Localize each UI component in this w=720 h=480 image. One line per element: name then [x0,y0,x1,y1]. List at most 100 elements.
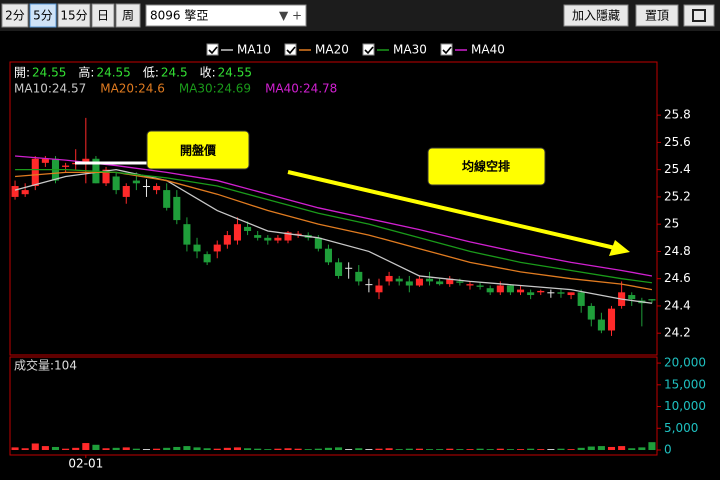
volume-bar [547,449,555,451]
toolbar-button-label[interactable]: 置頂 [645,9,669,23]
y-tick-label: 25.6 [664,135,691,149]
volume-bar [92,444,100,451]
candle-body [41,158,49,163]
volume-bar [294,448,302,451]
candle-body [62,165,70,167]
period-button[interactable] [115,3,141,28]
legend-check [442,46,452,55]
x-tick-label: 02-01 [68,457,103,471]
legend-checkbox[interactable] [284,43,297,56]
info-label: 開: [14,66,30,80]
volume-bar [375,448,383,451]
candle-body [132,180,140,184]
candle-body [213,244,221,252]
candle-body [375,285,383,293]
legend-checkbox[interactable] [206,43,219,56]
info-label: 高: [78,65,94,80]
candle-body [628,295,636,300]
candle-body [254,235,262,238]
candle-body [405,281,413,286]
volume-bar [496,448,504,451]
volume-bar [314,448,322,451]
volume-bar [638,447,646,451]
y-tick-label: 10,000 [664,399,706,413]
trend-arrow [287,170,616,250]
ma-info: MA30:24.69 [179,82,251,96]
volume-bar [557,448,565,451]
period-label[interactable]: 周 [122,9,134,23]
symbol[interactable]: 8096 擎亞 [150,8,208,23]
volume-bar [415,448,423,451]
ma-line [15,155,653,277]
volume-bar [648,442,656,451]
candle-body [607,308,616,331]
candle-body [345,267,353,269]
period-label[interactable]: 2分 [5,9,25,23]
legend-checkbox[interactable] [362,43,375,56]
legend-checkbox[interactable] [440,43,453,56]
candle-body [648,299,656,301]
volume-bar [11,447,19,451]
candle-body [547,292,555,294]
period-button[interactable] [57,3,91,28]
candle-body [193,244,201,252]
candle-body [274,237,282,241]
period-button[interactable] [1,3,29,28]
window-icon [692,9,706,22]
candle-body [486,288,494,293]
period-label[interactable]: 日 [97,9,109,23]
volume-bar [31,443,39,451]
period-label[interactable]: 15分 [60,9,87,23]
y-tick-label: 25.4 [664,162,691,176]
volume-bar [537,449,545,451]
candle-body [476,285,484,287]
candle-body [102,169,110,184]
candle-body [436,281,444,285]
candle-body [597,319,605,331]
y-tick-label: 15,000 [664,377,706,391]
candle-body [496,285,504,293]
candle-body [173,196,181,221]
candle-body [446,278,454,285]
candle-body [153,186,161,191]
volume-bar [183,446,191,451]
period-label[interactable]: 5分 [33,9,53,23]
volume-bar [244,448,252,451]
annotation: 均線空排 [462,159,510,174]
volume-panel [9,356,658,456]
candle-body [426,278,434,282]
candle-body [365,284,373,286]
candle-body [244,226,252,231]
candle-body [587,305,595,320]
symbol-box[interactable] [145,4,307,27]
volume-bar [51,446,60,451]
period-button[interactable] [91,3,115,28]
volume-bar [304,449,312,451]
ma-line [14,169,653,304]
candle-body [506,285,514,293]
y-tick-label: 24.4 [664,298,691,312]
volume-bar [365,449,373,451]
candle-body [395,278,403,282]
y-tick-label: 5,000 [664,421,698,435]
candle-body [527,292,535,296]
volume-bar [516,449,525,451]
candle-body [233,224,241,241]
add-button[interactable]: + [292,9,302,23]
candle-body [284,232,292,241]
period-button[interactable] [29,3,57,28]
info-value: 24.55 [218,66,252,80]
toolbar-button[interactable] [563,4,629,27]
volume-bar [142,449,151,451]
y-tick-label: 25 [664,217,679,231]
annotation-box [427,147,546,186]
candle-body [264,237,272,241]
volume-bar [203,448,211,451]
volume-bar [335,447,343,451]
dropdown-arrow[interactable]: ▼ [279,9,289,23]
toolbar-button-label[interactable]: 加入隱藏 [572,9,620,23]
toolbar-button[interactable] [635,4,679,27]
window-button[interactable] [683,4,715,27]
volume-bar [41,446,49,451]
